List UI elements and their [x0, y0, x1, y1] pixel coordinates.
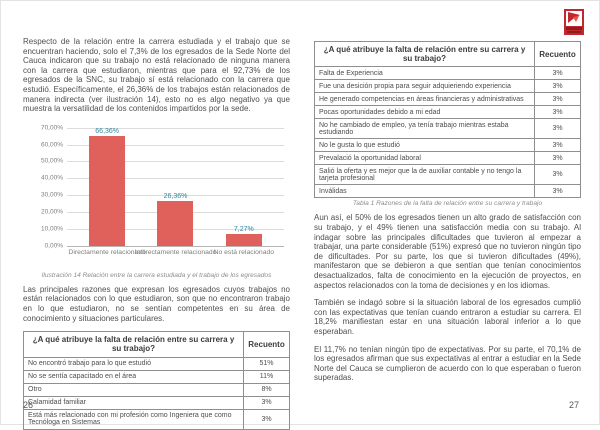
expectations-result-paragraph: El 11,7% no tenían ningún tipo de expect… [314, 344, 581, 383]
reason-cell: No encontró trabajo para lo que estudió [23, 356, 244, 371]
table-header-row: ¿A qué atribuye la falta de relación ent… [23, 331, 290, 358]
y-axis-tick: 40,00% [40, 174, 63, 182]
y-axis-tick: 50,00% [40, 157, 63, 165]
bar-column: 7,27% No está relacionado [210, 128, 278, 256]
table-row: No le gusta lo que estudió 3% [314, 138, 581, 153]
reasons-table-right: ¿A qué atribuye la falta de relación ent… [314, 40, 581, 199]
expectations-paragraph: También se indagó sobre si la situación … [314, 298, 581, 336]
y-axis-tick: 70,00% [40, 124, 63, 132]
count-cell: 3% [534, 118, 581, 140]
table-row: Fue una desición propia para seguir adqu… [314, 79, 581, 94]
table-row: No he cambiado de empleo, ya tenía traba… [314, 118, 581, 140]
reason-cell: Está más relacionado con mi profesión co… [23, 408, 244, 430]
count-cell: 8% [243, 382, 290, 397]
table-header-row: ¿A qué atribuye la falta de relación ent… [314, 40, 581, 68]
bar-value-label: 26,36% [163, 193, 188, 201]
table-caption: Tabla 1 Razones de la falta de relación … [352, 200, 543, 208]
count-cell: 3% [243, 408, 290, 430]
chart-plot: 70,00% 60,00% 50,00% 40,00% 30,00% 20,00% 10,0… [41, 124, 284, 256]
reason-cell: Prevalació la oportunidad laboral [314, 151, 535, 166]
reasons-paragraph: Las principales razones que expresan los… [23, 284, 290, 323]
reason-cell: Pocas oportunidades debido a mi edad [314, 105, 535, 120]
table-row: He generado competencias en áreas financ… [314, 92, 581, 107]
reason-cell: Inválidas [314, 184, 535, 199]
satisfaction-paragraph: Aun así, el 50% de los egresados tienen … [314, 213, 581, 290]
x-axis-label: Directamente relacionado [68, 248, 146, 256]
reason-cell: Fue una desición propia para seguir adqu… [314, 79, 535, 94]
count-cell: 11% [243, 369, 290, 384]
university-logo-icon [564, 9, 584, 35]
table-row: Salió la oferta y es mejor que la de aux… [314, 164, 581, 186]
count-header: Recuento [243, 331, 290, 358]
gridline [67, 195, 284, 197]
x-axis-label: No está relacionado [213, 248, 275, 256]
table-row: No se sentía capacitado en el área 11% [23, 369, 290, 384]
reason-cell: Otro [23, 382, 244, 397]
reason-cell: He generado competencias en áreas financ… [314, 92, 535, 107]
count-cell: 3% [534, 79, 581, 94]
page-left: Respecto de la relación entre la carrera… [1, 1, 300, 430]
question-header: ¿A qué atribuye la falta de relación ent… [23, 331, 244, 358]
chart-caption: Ilustración 14 Relación entre la carrera… [41, 271, 272, 279]
reason-cell: Falta de Experiencia [314, 66, 535, 81]
page-number-left: 26 [23, 400, 34, 410]
table-row: Prevalació la oportunidad laboral 3% [314, 151, 581, 166]
count-cell: 3% [534, 105, 581, 120]
gridline [67, 127, 284, 129]
count-cell: 3% [534, 66, 581, 81]
y-axis-tick: 10,00% [40, 225, 63, 233]
table-row: Inválidas 3% [314, 184, 581, 199]
count-cell: 51% [243, 356, 290, 371]
table-row: Otro 8% [23, 382, 290, 397]
count-cell: 3% [534, 92, 581, 107]
y-axis-tick: 30,00% [40, 191, 63, 199]
page-right: ¿A qué atribuye la falta de relación ent… [300, 1, 599, 424]
gridline [67, 144, 284, 146]
y-axis-tick: 20,00% [40, 208, 63, 216]
reason-cell: No le gusta lo que estudió [314, 138, 535, 153]
gridline [67, 161, 284, 163]
count-cell: 3% [534, 184, 581, 199]
bar-value-label: 7,27% [233, 225, 254, 233]
y-axis-tick: 60,00% [40, 141, 63, 149]
reason-cell: Salió la oferta y es mejor que la de aux… [314, 164, 535, 186]
bar-column: 66,36% Directamente relacionado [68, 127, 145, 256]
table-row: Falta de Experiencia 3% [314, 66, 581, 81]
reason-cell: No se sentía capacitado en el área [23, 369, 244, 384]
bar [89, 135, 126, 246]
count-cell: 3% [243, 395, 290, 410]
reasons-table-left: ¿A qué atribuye la falta de relación ent… [23, 331, 290, 430]
table-row: Está más relacionado con mi profesión co… [23, 408, 290, 430]
x-axis-label: Indirectamente relacionado [134, 248, 217, 256]
count-cell: 3% [534, 138, 581, 153]
gridline [67, 178, 284, 180]
table-row: Calamidad familiar 3% [23, 395, 290, 410]
table-row: No encontró trabajo para lo que estudió … [23, 356, 290, 371]
bar-column: 26,36% Indirectamente relacionado [134, 128, 216, 255]
gridline [67, 245, 284, 247]
question-header: ¿A qué atribuye la falta de relación ent… [314, 40, 535, 68]
reason-cell: Calamidad familiar [23, 395, 244, 410]
bar [157, 201, 194, 246]
intro-paragraph: Respecto de la relación entre la carrera… [23, 37, 290, 114]
bars-group: 66,36% Directamente relacionado 26,36% Indi… [67, 127, 284, 256]
count-cell: 3% [534, 151, 581, 166]
count-cell: 3% [534, 164, 581, 186]
table-row: Pocas oportunidades debido a mi edad 3% [314, 105, 581, 120]
y-axis-tick: 0,00% [44, 242, 63, 250]
count-header: Recuento [534, 40, 581, 68]
university-logo [564, 9, 584, 35]
page-number-right: 27 [568, 400, 579, 410]
bar-chart: 70,00% 60,00% 50,00% 40,00% 30,00% 20,00% 10,0… [23, 122, 290, 270]
bar-value-label: 66,36% [95, 127, 120, 135]
bar [225, 233, 262, 246]
reason-cell: No he cambiado de empleo, ya tenía traba… [314, 118, 535, 140]
